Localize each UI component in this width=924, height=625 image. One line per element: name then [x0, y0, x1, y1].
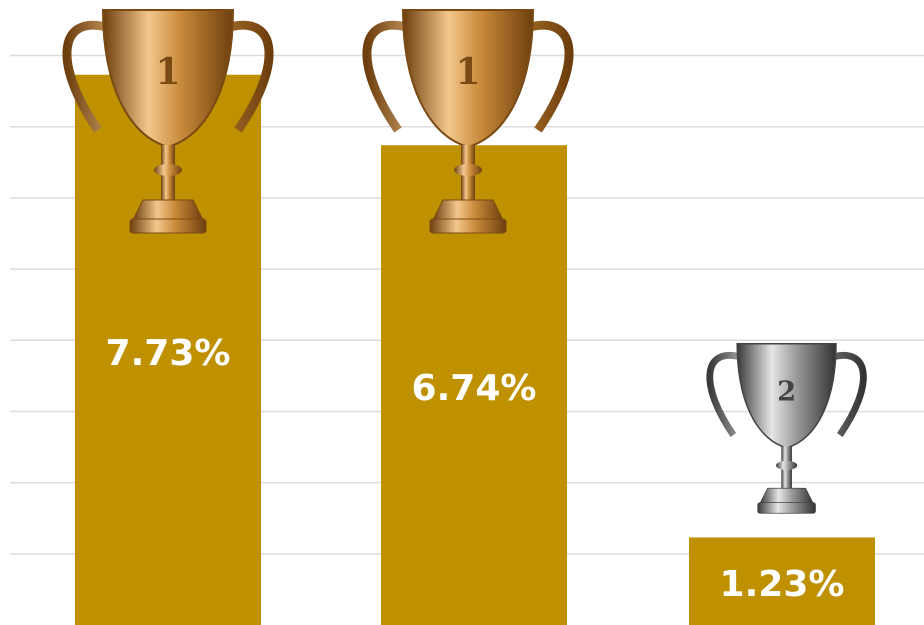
trophy: 1: [362, 9, 574, 234]
trophy: 2: [706, 343, 867, 514]
bar: [689, 537, 875, 625]
trophy-knot: [775, 460, 798, 470]
trophy-rank: 1: [455, 51, 480, 93]
trophy-base: [432, 199, 504, 221]
trophies: 1 1 2: [62, 9, 867, 514]
trophy-handle: [62, 20, 274, 133]
value-label: 7.73%: [106, 333, 231, 374]
trophy: 1: [62, 9, 274, 234]
trophy-knot: [454, 164, 482, 176]
trophy-handle: [362, 20, 574, 133]
value-label: 6.74%: [412, 368, 537, 409]
labels: 7.73% 6.74% 1.23%: [106, 333, 845, 605]
trophy-rank: 1: [155, 51, 180, 93]
trophy-rank: 2: [777, 376, 796, 408]
trophy-base: [759, 487, 814, 504]
bars: [75, 74, 875, 625]
value-label: 1.23%: [720, 564, 845, 605]
trophy-knot: [154, 164, 182, 176]
trophy-base: [132, 199, 204, 221]
trophy-plinth: [129, 218, 207, 234]
trophy-handle: [706, 351, 867, 437]
trophy-plinth: [429, 218, 507, 234]
trophy-plinth: [757, 502, 816, 514]
